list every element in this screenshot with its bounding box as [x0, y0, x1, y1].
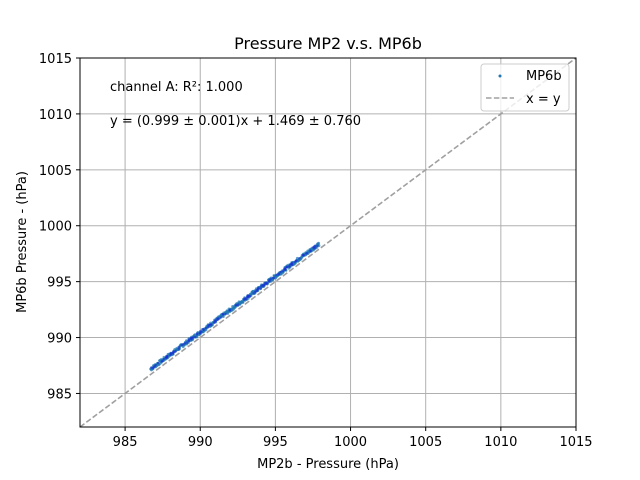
data-point	[173, 350, 176, 354]
y-tick-label: 1000	[39, 220, 72, 235]
legend: MP6b x = y	[480, 63, 570, 112]
legend-label-identity: x = y	[526, 92, 561, 107]
data-point	[221, 313, 225, 316]
data-point	[298, 257, 301, 260]
data-point	[259, 287, 263, 290]
data-point	[313, 244, 317, 247]
chart-title: Pressure MP2 v.s. MP6b	[234, 34, 422, 53]
data-point	[202, 328, 205, 332]
data-point	[177, 347, 181, 350]
data-point	[244, 297, 248, 301]
data-point	[214, 319, 218, 323]
data-point	[288, 265, 291, 268]
data-point	[153, 365, 157, 368]
data-point	[191, 336, 194, 340]
data-point	[235, 304, 238, 307]
data-point	[199, 329, 202, 333]
annotation-fit-equation: y = (0.999 ± 0.001)x + 1.469 ± 0.760	[110, 114, 361, 129]
data-point	[160, 360, 164, 363]
data-point	[309, 250, 312, 253]
y-tick-label: 1015	[39, 52, 72, 67]
data-point	[166, 354, 169, 358]
data-point	[151, 367, 155, 370]
data-point	[275, 273, 278, 277]
data-point	[283, 268, 287, 271]
data-point	[206, 326, 210, 329]
data-point	[213, 321, 216, 324]
plot-frame	[79, 57, 577, 428]
data-point	[242, 298, 246, 301]
x-axis-label: MP2b - Pressure (hPa)	[257, 457, 399, 472]
data-point	[265, 282, 269, 285]
x-tick-label: 995	[263, 435, 288, 450]
y-axis-label: MP6b Pressure - (hPa)	[15, 171, 30, 313]
y-tick-label: 985	[47, 387, 72, 402]
legend-box	[480, 63, 570, 112]
data-point	[169, 353, 172, 357]
x-tick-label: 1000	[334, 435, 367, 450]
data-point	[194, 335, 197, 339]
data-point	[156, 361, 160, 365]
data-point	[198, 332, 201, 335]
data-point	[209, 323, 212, 326]
data-points	[149, 241, 321, 372]
data-point	[281, 270, 285, 273]
x-tick-label: 985	[113, 435, 138, 450]
x-tick-label: 1015	[559, 435, 592, 450]
data-point	[187, 338, 191, 341]
data-point	[316, 244, 319, 248]
data-point	[262, 285, 265, 288]
data-point	[216, 318, 219, 321]
x-tick-label: 1010	[484, 435, 517, 450]
data-point	[183, 342, 187, 345]
x-axis-ticks: 985 990 995 1000 1005 1010 1015	[113, 427, 593, 450]
data-point	[317, 241, 320, 245]
legend-marker-mp6b	[498, 74, 502, 78]
data-point	[279, 270, 282, 274]
data-point	[277, 272, 281, 276]
y-tick-label: 1010	[39, 108, 72, 123]
data-point	[302, 253, 305, 257]
x-tick-label: 990	[188, 435, 213, 450]
annotation-r-squared: channel A: R²: 1.000	[110, 80, 243, 95]
data-point	[269, 277, 272, 281]
y-tick-label: 990	[47, 332, 72, 347]
identity-line	[79, 57, 577, 428]
data-point	[313, 247, 316, 250]
data-point	[162, 357, 166, 361]
data-point	[219, 316, 223, 319]
data-point	[272, 276, 276, 280]
data-point	[204, 326, 208, 330]
identity-line-group	[79, 57, 577, 428]
data-point	[185, 341, 189, 344]
data-point	[252, 292, 255, 295]
data-point	[241, 300, 245, 304]
y-axis-ticks: 985 990 995 1000 1005 1010 1015	[39, 52, 80, 402]
data-point	[228, 308, 232, 312]
data-point	[221, 315, 225, 319]
data-point	[257, 287, 260, 290]
data-point	[180, 344, 183, 347]
data-point	[247, 295, 250, 299]
data-point	[248, 295, 252, 298]
x-tick-label: 1005	[409, 435, 442, 450]
legend-label-mp6b: MP6b	[526, 69, 562, 84]
data-point	[290, 263, 294, 266]
y-tick-label: 995	[47, 276, 72, 291]
data-point	[254, 290, 257, 293]
y-tick-label: 1005	[39, 164, 72, 179]
data-point	[268, 279, 271, 283]
data-point	[263, 282, 266, 285]
data-point	[305, 252, 308, 255]
data-point	[293, 260, 297, 264]
data-point	[195, 332, 199, 335]
data-point	[224, 312, 227, 316]
data-point	[260, 284, 263, 288]
